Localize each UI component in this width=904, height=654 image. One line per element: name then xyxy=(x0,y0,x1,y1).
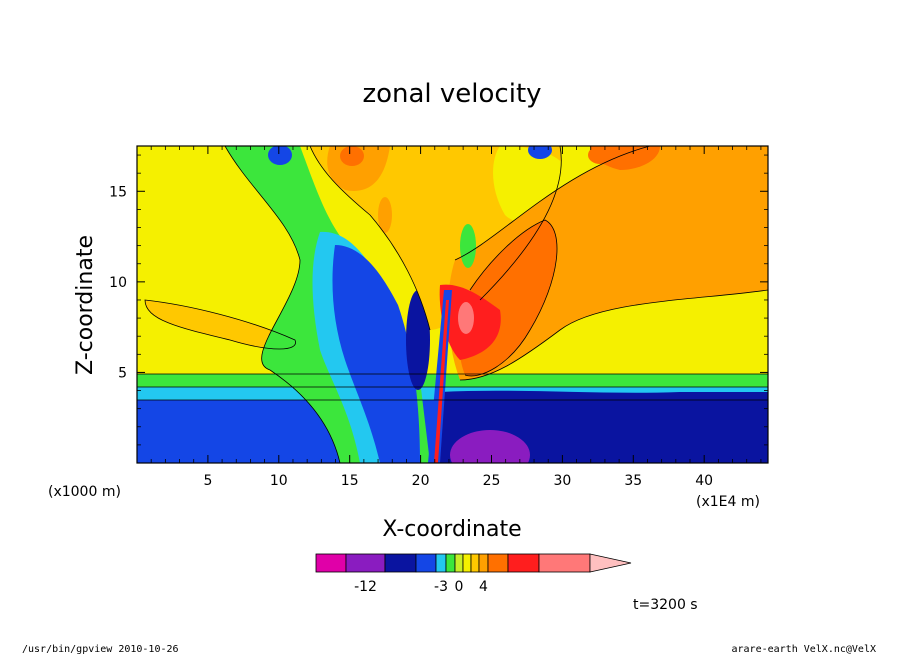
contour-line xyxy=(454,146,651,261)
contour-lines xyxy=(137,146,768,463)
contour-line xyxy=(479,146,562,301)
field-region xyxy=(458,302,474,334)
velocity-field xyxy=(137,146,768,463)
x-tick-label: 10 xyxy=(270,473,288,489)
colorbar-tick-label: -12 xyxy=(354,579,377,595)
colorbar-bin xyxy=(345,553,386,573)
contour-line xyxy=(309,146,431,331)
colorbar-bin xyxy=(462,553,472,573)
colorbar: -12 -3 0 4 xyxy=(315,553,632,595)
x-tick-label: 25 xyxy=(483,473,501,489)
y-tick-label: 5 xyxy=(118,365,127,381)
x-axis-unit: (x1E4 m) xyxy=(696,494,760,510)
x-tick-label: 40 xyxy=(695,473,713,489)
colorbar-tick-label: 4 xyxy=(479,579,488,595)
field-region xyxy=(332,245,420,463)
x-tick-label: 5 xyxy=(203,473,212,489)
plot-frame xyxy=(136,145,769,464)
y-axis-label: Z-coordinate xyxy=(73,235,98,375)
field-region xyxy=(137,374,768,388)
colorbar-bin xyxy=(384,553,417,573)
field-region xyxy=(378,197,392,233)
colorbar-extend-arrow xyxy=(589,553,632,573)
colorbar-bin xyxy=(315,553,347,573)
colorbar-bin xyxy=(470,553,480,573)
x-tick-label: 20 xyxy=(412,473,430,489)
colorbar-bin xyxy=(507,553,540,573)
y-tick-label: 15 xyxy=(109,184,127,200)
colorbar-bin xyxy=(445,553,456,573)
colorbar-bin xyxy=(435,553,447,573)
field-region xyxy=(340,146,364,166)
colorbar-bin xyxy=(487,553,509,573)
contour-line xyxy=(464,219,558,377)
axes: 5 10 15 20 25 30 35 40 5 10 15 xyxy=(109,146,768,489)
contour-line xyxy=(144,299,296,350)
field-region xyxy=(460,224,476,268)
footer-right: arare-earth_VelX.nc@VelX xyxy=(732,644,877,654)
field-region xyxy=(588,146,612,164)
x-tick-label: 30 xyxy=(553,473,571,489)
field-region xyxy=(145,300,296,349)
x-tick-label: 35 xyxy=(624,473,642,489)
colorbar-bin xyxy=(415,553,437,573)
colorbar-bin xyxy=(538,553,591,573)
time-annotation: t=3200 s xyxy=(633,597,698,613)
field-region xyxy=(434,300,449,463)
field-region xyxy=(450,430,530,463)
colorbar-bin xyxy=(478,553,489,573)
contour-line xyxy=(224,146,341,463)
colorbar-bin xyxy=(454,553,464,573)
x-axis-label: X-coordinate xyxy=(382,517,521,542)
colorbar-tick-label: -3 xyxy=(434,579,448,595)
y-tick-label: 10 xyxy=(109,275,127,291)
footer-left: /usr/bin/gpview 2010-10-26 xyxy=(22,644,179,654)
y-axis-unit: (x1000 m) xyxy=(48,484,121,500)
x-tick-label: 15 xyxy=(341,473,359,489)
chart-title: zonal velocity xyxy=(362,79,541,109)
field-region xyxy=(406,290,430,390)
contour-line xyxy=(459,289,768,381)
colorbar-tick-label: 0 xyxy=(455,579,464,595)
field-region xyxy=(268,146,292,165)
